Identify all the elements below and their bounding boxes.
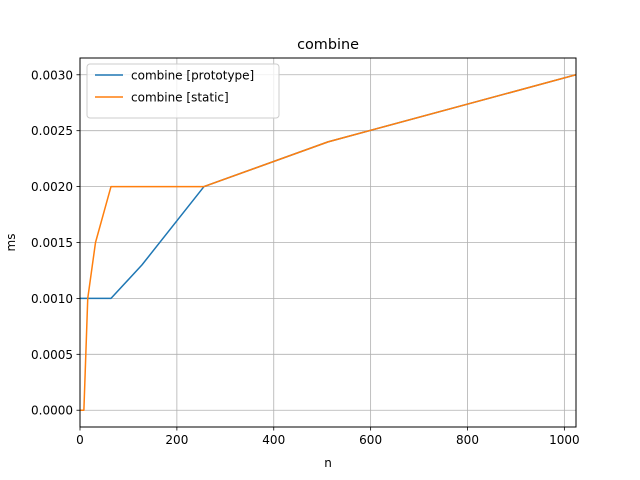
y-axis-title: ms — [4, 234, 18, 252]
axis-ticks: 0 200 400 600 800 1000 0.0000 0.0005 0.0010 0.001… — [31, 68, 580, 447]
grid — [79, 58, 576, 427]
y-tick-label: 0.0030 — [31, 68, 73, 82]
x-tick-label: 800 — [456, 433, 479, 447]
legend-label-1: combine [prototype] — [131, 69, 254, 83]
x-tick-label: 0 — [76, 433, 84, 447]
y-tick-label: 0.0010 — [31, 292, 73, 306]
x-tick-label: 400 — [262, 433, 285, 447]
x-tick-label: 600 — [359, 433, 382, 447]
y-tick-label: 0.0000 — [31, 404, 73, 418]
x-tick-label: 200 — [165, 433, 188, 447]
series-line-2 — [80, 74, 576, 411]
legend: combine [prototype] combine [static] — [86, 63, 280, 119]
y-tick-label: 0.0015 — [31, 236, 73, 250]
y-tick-label: 0.0025 — [31, 124, 73, 138]
x-axis-title: n — [324, 456, 332, 470]
x-tick-label: 1000 — [549, 433, 580, 447]
legend-box — [86, 63, 280, 119]
chart-title: combine — [297, 37, 359, 53]
y-tick-label: 0.0005 — [31, 348, 73, 362]
series-lines — [80, 74, 576, 411]
legend-label-2: combine [static] — [131, 91, 229, 105]
y-tick-label: 0.0020 — [31, 180, 73, 194]
